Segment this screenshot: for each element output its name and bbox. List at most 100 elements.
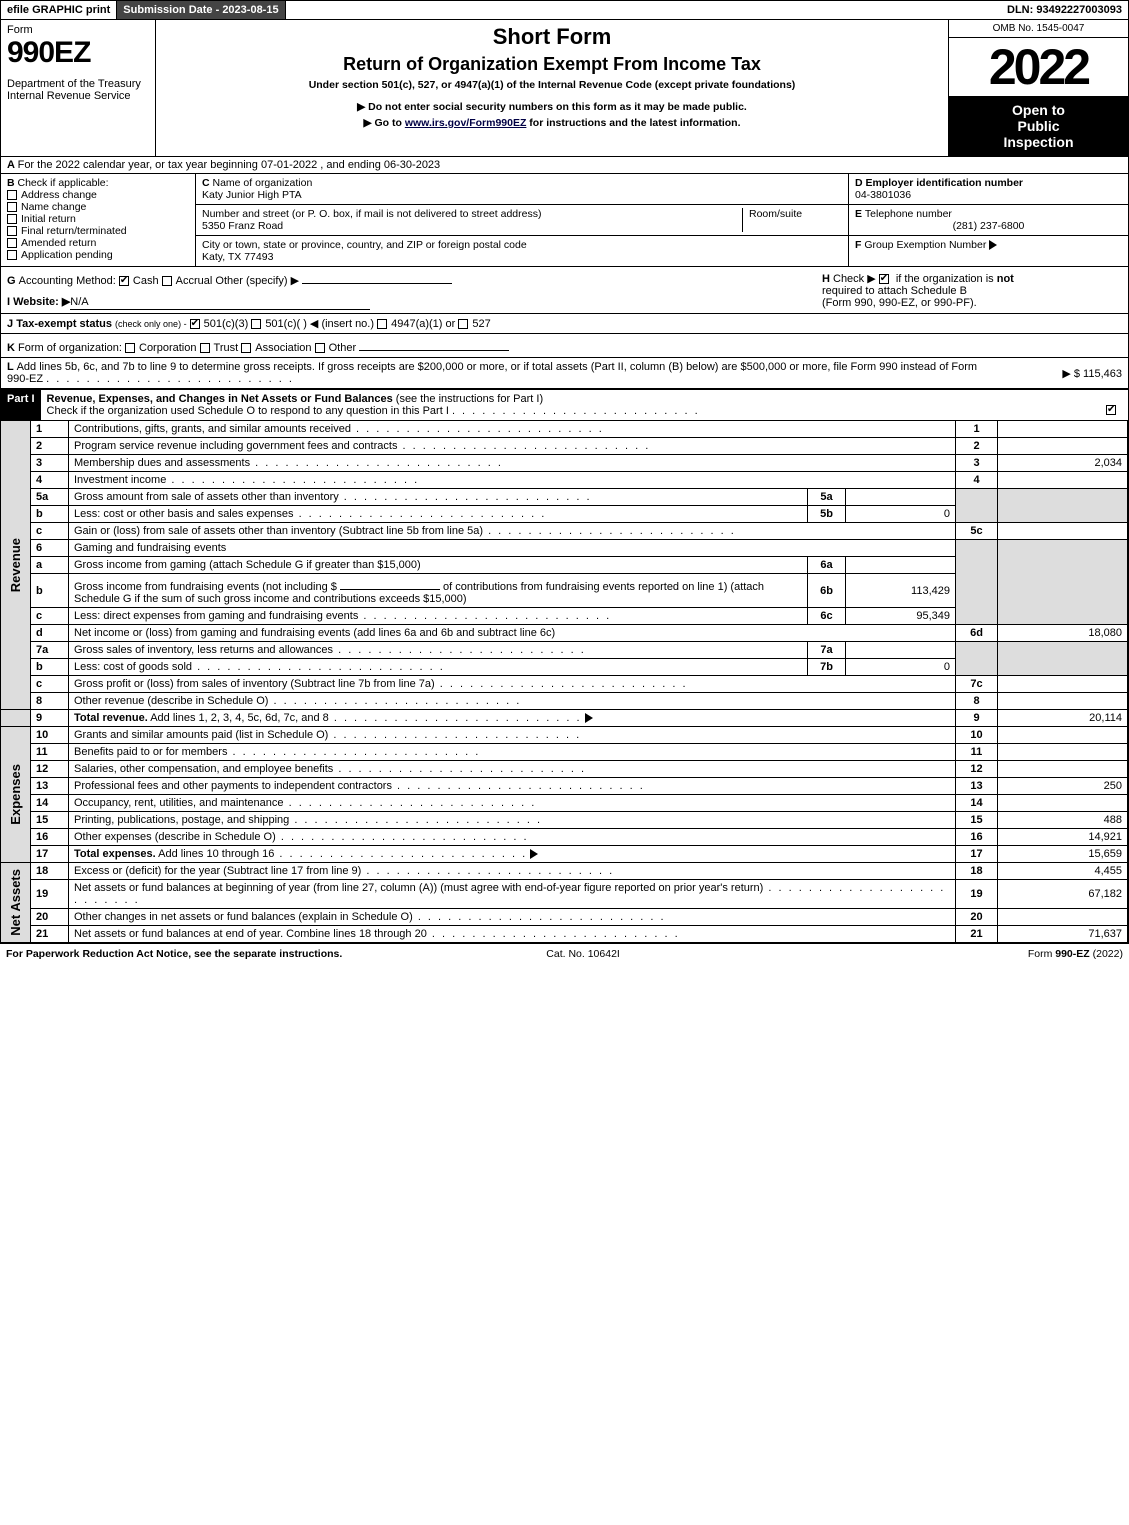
footer-right: Form 990-EZ (2022) (1028, 948, 1123, 960)
line-17-val: 15,659 (998, 846, 1128, 863)
line-5c-val (998, 523, 1128, 540)
row-7c: cGross profit or (loss) from sales of in… (1, 676, 1128, 693)
line-12-desc: Salaries, other compensation, and employ… (74, 763, 333, 775)
line-7b-val: 0 (846, 659, 956, 676)
cb-final-return[interactable] (7, 226, 17, 236)
title-return: Return of Organization Exempt From Incom… (162, 54, 942, 75)
opt-other: Other (specify) ▶ (215, 275, 299, 287)
opt-corp: Corporation (139, 342, 196, 354)
col-def: D Employer identification number 04-3801… (848, 174, 1128, 266)
cb-name-change[interactable] (7, 202, 17, 212)
line-19-val: 67,182 (998, 880, 1128, 909)
row-k: K Form of organization: Corporation Trus… (1, 333, 1128, 357)
efile-label: efile GRAPHIC print (1, 1, 116, 19)
line-5b-val: 0 (846, 506, 956, 523)
telephone-value: (281) 237-6800 (855, 220, 1122, 232)
part-i-check-text: Check if the organization used Schedule … (47, 405, 449, 417)
line-7c-val (998, 676, 1128, 693)
cb-4947[interactable] (377, 319, 387, 329)
line-5b-desc: Less: cost or other basis and sales expe… (74, 508, 294, 520)
row-20: 20Other changes in net assets or fund ba… (1, 909, 1128, 926)
tax-year: 2022 (949, 38, 1128, 96)
opt-address-change: Address change (21, 189, 97, 201)
line-15-val: 488 (998, 812, 1128, 829)
cb-h[interactable] (879, 274, 889, 284)
opt-application-pending: Application pending (21, 249, 113, 261)
h-block: H Check ▶ if the organization is not req… (822, 272, 1122, 309)
line-18-val: 4,455 (998, 863, 1128, 880)
org-name: Katy Junior High PTA (202, 189, 302, 201)
footer-left: For Paperwork Reduction Act Notice, see … (6, 948, 342, 960)
opt-4947: 4947(a)(1) or (391, 318, 455, 330)
section-top: A For the 2022 calendar year, or tax yea… (0, 157, 1129, 389)
line-6d-val: 18,080 (998, 625, 1128, 642)
other-input[interactable] (302, 270, 452, 284)
line-17-desc: Total expenses. (74, 848, 156, 860)
form-header: Form 990EZ Department of the Treasury In… (0, 20, 1129, 157)
cb-assoc[interactable] (241, 343, 251, 353)
line-6c-val: 95,349 (846, 608, 956, 625)
cb-trust[interactable] (200, 343, 210, 353)
l-amount: ▶ $ 115,463 (1002, 367, 1122, 380)
cb-amended-return[interactable] (7, 238, 17, 248)
line-6d-desc: Net income or (loss) from gaming and fun… (69, 625, 956, 642)
row-17: 17Total expenses. Add lines 10 through 1… (1, 846, 1128, 863)
c-city-label: City or town, state or province, country… (202, 239, 527, 251)
line-12-val (998, 761, 1128, 778)
line-6c-desc: Less: direct expenses from gaming and fu… (74, 610, 358, 622)
c-city-cell: City or town, state or province, country… (196, 236, 848, 266)
cb-accrual[interactable] (162, 276, 172, 286)
row-12: 12Salaries, other compensation, and empl… (1, 761, 1128, 778)
line-9-desc: Total revenue. (74, 712, 148, 724)
other-org-input[interactable] (359, 337, 509, 351)
row-j: J Tax-exempt status (check only one) - 5… (1, 313, 1128, 333)
col-b: B Check if applicable: Address change Na… (1, 174, 196, 266)
website-value: N/A (70, 296, 88, 308)
goto-link[interactable]: www.irs.gov/Form990EZ (405, 117, 527, 129)
row-14: 14Occupancy, rent, utilities, and mainte… (1, 795, 1128, 812)
line-7a-desc: Gross sales of inventory, less returns a… (74, 644, 333, 656)
cb-corp[interactable] (125, 343, 135, 353)
opt-amended-return: Amended return (21, 237, 96, 249)
row-gh: G Accounting Method: Cash Accrual Other … (1, 266, 1128, 313)
row-8: 8Other revenue (describe in Schedule O)8 (1, 693, 1128, 710)
header-mid: Short Form Return of Organization Exempt… (156, 20, 948, 156)
dept-label: Department of the Treasury (7, 78, 149, 90)
row-6d: dNet income or (loss) from gaming and fu… (1, 625, 1128, 642)
row-16: 16Other expenses (describe in Schedule O… (1, 829, 1128, 846)
c-name-cell: C Name of organization Katy Junior High … (196, 174, 848, 205)
cb-application-pending[interactable] (7, 250, 17, 260)
j-label: Tax-exempt status (16, 318, 112, 330)
opt-501c3: 501(c)(3) (204, 318, 249, 330)
line-16-desc: Other expenses (describe in Schedule O) (74, 831, 276, 843)
goto-post: for instructions and the latest informat… (526, 117, 740, 129)
cb-initial-return[interactable] (7, 214, 17, 224)
open-line2: Public (955, 118, 1122, 134)
line-4-val (998, 472, 1128, 489)
cb-cash[interactable] (119, 276, 129, 286)
cb-address-change[interactable] (7, 190, 17, 200)
cb-527[interactable] (458, 319, 468, 329)
part-i-title-block: Revenue, Expenses, and Changes in Net As… (41, 390, 1098, 420)
line-10-desc: Grants and similar amounts paid (list in… (74, 729, 328, 741)
row-10: Expenses 10Grants and similar amounts pa… (1, 727, 1128, 744)
row-7a: 7aGross sales of inventory, less returns… (1, 642, 1128, 659)
line-6b-blank[interactable] (340, 576, 440, 590)
cb-501c[interactable] (251, 319, 261, 329)
row-4: 4Investment income4 (1, 472, 1128, 489)
row-2: 2Program service revenue including gover… (1, 438, 1128, 455)
line-6a-val (846, 557, 956, 574)
row-1: Revenue 1Contributions, gifts, grants, a… (1, 421, 1128, 438)
cb-other-org[interactable] (315, 343, 325, 353)
subtitle-goto: ▶ Go to www.irs.gov/Form990EZ for instru… (162, 117, 942, 129)
open-to-public: Open to Public Inspection (949, 96, 1128, 156)
cb-501c3[interactable] (190, 319, 200, 329)
open-line1: Open to (955, 102, 1122, 118)
vlabel-expenses: Expenses (6, 760, 25, 829)
line-14-desc: Occupancy, rent, utilities, and maintena… (74, 797, 284, 809)
header-right: OMB No. 1545-0047 2022 Open to Public In… (948, 20, 1128, 156)
i-label: Website: ▶ (13, 296, 70, 308)
line-3-val: 2,034 (998, 455, 1128, 472)
line-8-desc: Other revenue (describe in Schedule O) (74, 695, 268, 707)
cb-schedule-o[interactable] (1106, 405, 1116, 415)
